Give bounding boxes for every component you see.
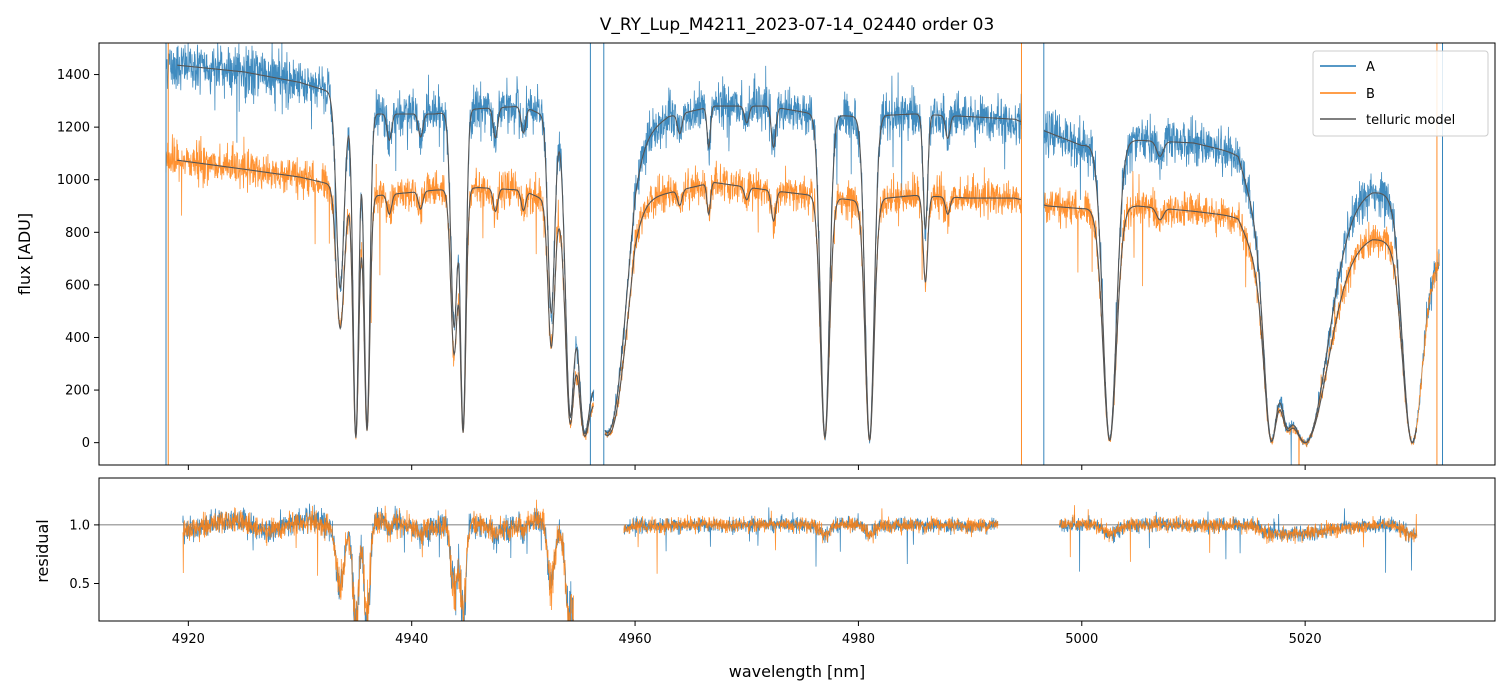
telluric-model-a — [177, 64, 1417, 444]
top-plot-area — [165, 43, 1444, 465]
top-y-tick-label: 1000 — [57, 173, 90, 188]
bottom-y-ticks: 0.5 1.0 — [69, 518, 99, 592]
bottom-axes-frame — [98, 477, 1496, 622]
x-axis-label: wavelength [nm] — [729, 662, 866, 681]
top-y-tick-label: 200 — [65, 384, 90, 399]
bottom-y-tick-label: 0.5 — [69, 577, 90, 592]
legend: A B telluric model — [1312, 50, 1489, 137]
chart-title: V_RY_Lup_M4211_2023-07-14_02440 order 03 — [600, 15, 995, 35]
bottom-x-tick-label: 4960 — [619, 632, 652, 647]
legend-label-a: A — [1366, 60, 1375, 75]
bottom-x-tick-label: 4920 — [172, 632, 205, 647]
bottom-y-tick-label: 1.0 — [69, 518, 90, 533]
top-panel: 0 200 400 600 800 1000 1200 1400 flux [ADU] A B… — [15, 42, 1496, 470]
bottom-x-ticks: 4920 4940 4960 4980 5000 5020 — [172, 621, 1322, 647]
legend-box — [1312, 50, 1489, 137]
residual-b-segment — [623, 508, 999, 574]
top-y-axis-label: flux [ADU] — [15, 213, 34, 295]
bottom-panel: 0.5 1.0 4920 4940 4960 4980 5000 5020 residual… — [33, 477, 1496, 681]
top-y-tick-label: 400 — [65, 331, 90, 346]
bottom-x-tick-label: 4940 — [395, 632, 428, 647]
bottom-x-tick-label: 5020 — [1289, 632, 1322, 647]
top-y-tick-label: 0 — [82, 436, 90, 451]
bottom-y-axis-label: residual — [33, 519, 52, 582]
top-y-tick-label: 600 — [65, 278, 90, 293]
bottom-x-tick-label: 4980 — [842, 632, 875, 647]
top-y-ticks: 0 200 400 600 800 1000 1200 1400 — [57, 68, 99, 451]
top-y-tick-label: 800 — [65, 226, 90, 241]
telluric-model-b — [177, 159, 1417, 444]
bottom-x-tick-label: 5000 — [1065, 632, 1098, 647]
legend-label-b: B — [1366, 87, 1375, 102]
residual-b-segment — [182, 499, 574, 621]
top-y-tick-label: 1400 — [57, 68, 90, 83]
top-x-ticks — [187, 465, 1306, 470]
bottom-plot-area — [99, 499, 1495, 621]
residual-b-segment — [1059, 505, 1418, 562]
top-y-tick-label: 1200 — [57, 121, 90, 136]
top-axes-frame — [98, 42, 1496, 466]
legend-label-telluric: telluric model — [1366, 113, 1455, 128]
